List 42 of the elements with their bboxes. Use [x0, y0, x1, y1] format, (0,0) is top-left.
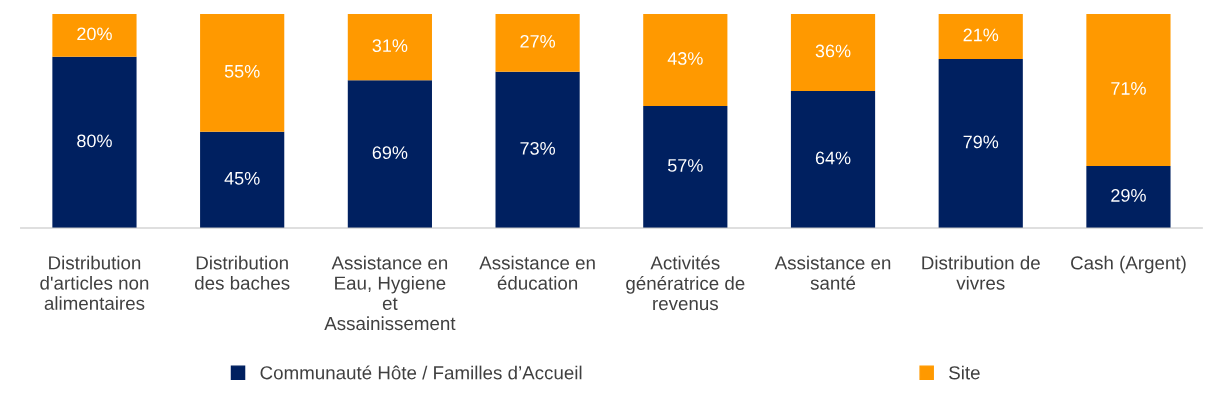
data-label: 36% [815, 44, 851, 58]
bar [790, 91, 876, 228]
bar [495, 14, 580, 72]
data-label: 79% [963, 135, 999, 149]
x-tick-label: Cash (Argent) [1071, 255, 1186, 274]
bar [52, 56, 137, 228]
x-tick-label: Assistance en santé [774, 255, 891, 290]
bar [52, 14, 137, 57]
data-label: 55% [224, 64, 260, 78]
x-tick-label: Distribution des baches [195, 255, 290, 290]
data-label: 45% [224, 171, 260, 185]
x-tick-label: Assistance en Eau, Hygiene et Assainissement [324, 255, 456, 331]
bar [938, 14, 1023, 59]
x-tick-label: Distribution d'articles non alimentaires [40, 255, 149, 310]
data-label: 80% [77, 134, 112, 148]
bar [347, 80, 432, 228]
bar [347, 14, 432, 81]
bar [495, 71, 580, 228]
data-label: 64% [815, 151, 851, 165]
data-label: 27% [520, 34, 556, 48]
data-label: 43% [667, 52, 703, 65]
data-label: 57% [667, 159, 703, 172]
data-label: 29% [1111, 189, 1146, 202]
data-label: 69% [372, 146, 408, 160]
x-tick-label: Activités génératrice de revenus [626, 255, 745, 311]
bar [790, 14, 876, 92]
bar [1086, 14, 1171, 166]
data-label: 21% [963, 28, 999, 42]
bar [1086, 165, 1171, 228]
data-label: 31% [372, 39, 408, 53]
legend-label: Site [949, 365, 980, 380]
bar [200, 14, 285, 132]
x-tick-label: Distribution de vivres [922, 255, 1040, 290]
bar [938, 58, 1023, 228]
data-label: 20% [77, 27, 112, 41]
bar [200, 131, 285, 228]
legend-label: Communauté Hôte / Familles d’Accueil [260, 365, 582, 380]
bar [643, 14, 728, 107]
bar [643, 106, 728, 228]
x-tick-label: Assistance en éducation [479, 255, 595, 290]
data-label: 73% [520, 141, 556, 155]
data-label: 71% [1111, 82, 1146, 95]
